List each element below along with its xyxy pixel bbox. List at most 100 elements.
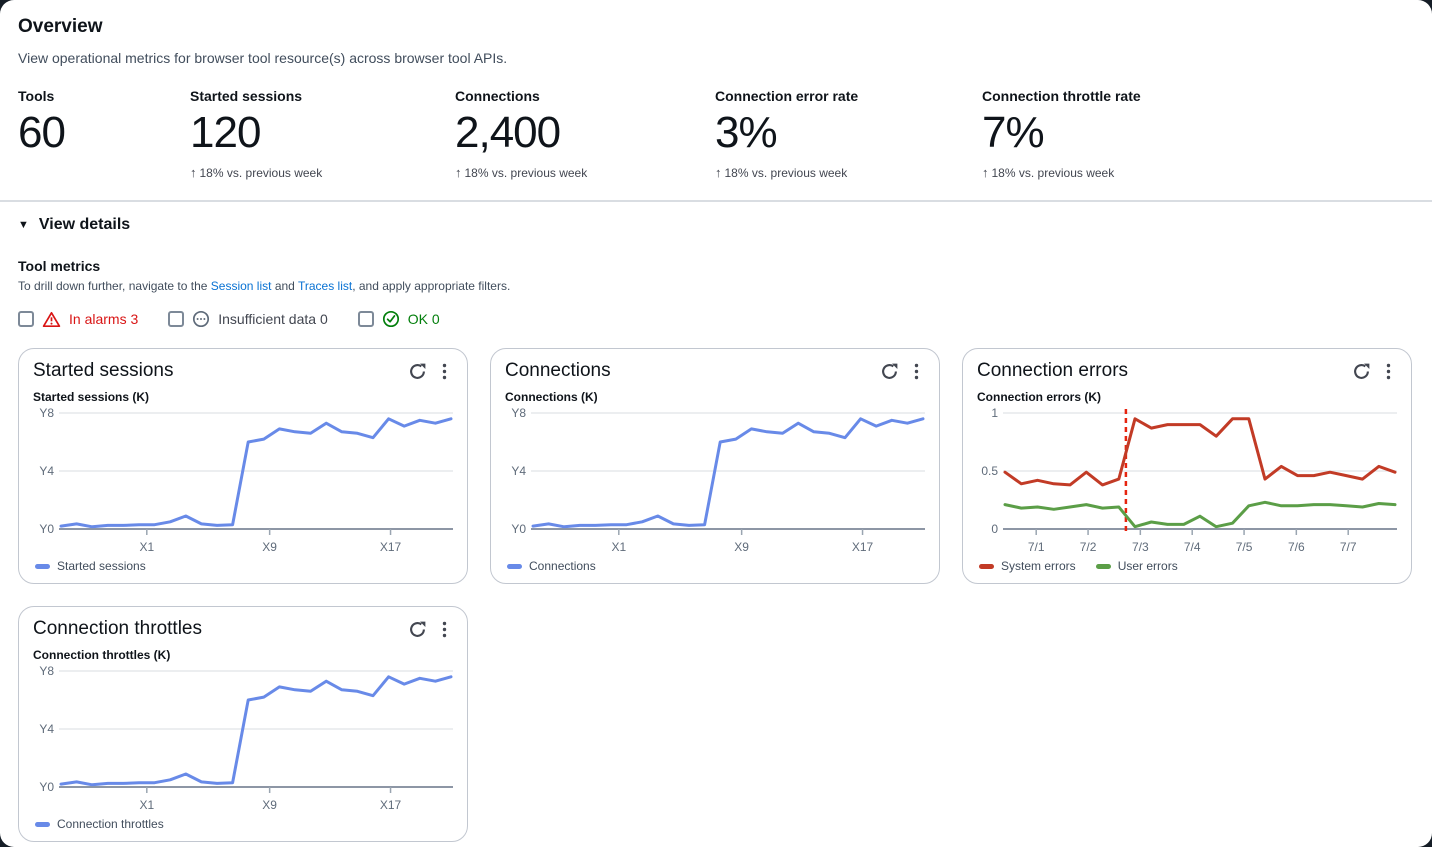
legend-item[interactable]: System errors — [979, 559, 1076, 573]
x-axis-tick-label: X1 — [611, 540, 626, 554]
description-middle: and — [271, 279, 298, 294]
y-axis-tick-label: Y4 — [39, 464, 54, 479]
y-axis: Y8 Y4 Y0 — [33, 664, 59, 815]
legend-item[interactable]: Connection throttles — [35, 817, 164, 831]
kebab-menu-button[interactable] — [1384, 361, 1393, 382]
metric-delta-text: 18% vs. previous week — [464, 165, 588, 180]
legend-item[interactable]: User errors — [1095, 559, 1178, 574]
y-axis-tick-label: Y0 — [511, 522, 526, 537]
y-axis: Y8 Y4 Y0 — [33, 406, 59, 557]
filter-in-alarms[interactable]: In alarms 3 — [18, 311, 138, 328]
kebab-menu-button[interactable] — [912, 361, 921, 382]
y-axis-tick-label: Y4 — [511, 464, 526, 479]
metric-label: Connection throttle rate — [982, 88, 1141, 104]
kebab-icon — [1386, 363, 1391, 379]
refresh-icon — [410, 363, 426, 379]
card-actions — [1351, 361, 1397, 382]
insufficient-data-checkbox[interactable] — [168, 311, 185, 328]
chart-card-connection-errors: Connection errors — [962, 348, 1412, 585]
metric-connections: Connections 2,400 ↑ 18% vs. previous week — [455, 88, 715, 180]
chart-axis-label: Connection errors (K) — [977, 390, 1102, 405]
chart-title: Connections — [505, 360, 611, 382]
in-alarms-checkbox[interactable] — [18, 311, 34, 328]
chart-legend: Started sessions — [33, 559, 453, 573]
refresh-icon — [882, 363, 898, 379]
x-axis-tick-label: X1 — [139, 798, 154, 812]
chart-title: Connection errors — [977, 360, 1129, 382]
y-axis-tick-label: Y8 — [511, 406, 526, 421]
legend-label: Connections — [529, 559, 596, 574]
card-header: Connection errors — [977, 360, 1397, 382]
card-actions — [407, 361, 453, 382]
view-details-toggle[interactable]: ▼ View details — [18, 216, 130, 234]
chart-card-started-sessions: Started sessions — [18, 348, 468, 585]
metric-delta: ↑ 18% vs. previous week — [982, 165, 1414, 180]
alarm-warning-icon — [42, 311, 61, 327]
x-axis-tick-label: 7/4 — [1184, 540, 1201, 554]
section-divider — [0, 200, 1432, 203]
y-axis-tick-label: 1 — [991, 406, 998, 421]
description-prefix: To drill down further, navigate to the — [18, 279, 211, 294]
metric-delta-text: 18% vs. previous week — [991, 165, 1115, 180]
metric-label: Connection error rate — [715, 88, 859, 104]
y-axis-tick-label: Y8 — [39, 664, 54, 679]
series-line — [1003, 417, 1397, 487]
metric-tools: Tools 60 — [18, 88, 190, 180]
refresh-button[interactable] — [407, 361, 428, 382]
series-line — [59, 675, 453, 787]
metric-delta: ↑ 18% vs. previous week — [455, 165, 715, 180]
line-chart-plot: X1 X9 X17 — [59, 412, 453, 554]
metric-label: Started sessions — [190, 88, 303, 104]
metrics-row: Tools 60 Started sessions 120 ↑ 18% vs. p… — [18, 88, 1414, 180]
up-arrow-icon: ↑ — [982, 165, 989, 181]
chart-axis-label: Connection throttles (K) — [33, 648, 171, 663]
plot-area: Y8 Y4 Y0 X1 X9 X17 — [505, 406, 925, 557]
session-list-link[interactable]: Session list — [210, 279, 272, 294]
metric-label: Tools — [18, 88, 55, 104]
legend-swatch — [35, 563, 50, 569]
metric-connection-error-rate: Connection error rate 3% ↑ 18% vs. previo… — [715, 88, 982, 180]
page-description: View operational metrics for browser too… — [18, 50, 508, 66]
metric-value: 2,400 — [455, 108, 561, 157]
ok-label: OK 0 — [407, 311, 440, 328]
metric-delta — [18, 165, 190, 180]
y-axis-tick-label: Y8 — [39, 406, 54, 421]
metric-connection-throttle-rate: Connection throttle rate 7% ↑ 18% vs. pre… — [982, 88, 1414, 180]
metric-delta-text: 18% vs. previous week — [724, 165, 848, 180]
legend-label: User errors — [1117, 559, 1178, 574]
up-arrow-icon: ↑ — [190, 165, 197, 181]
refresh-icon — [410, 621, 426, 637]
y-axis-tick-label: Y0 — [39, 780, 54, 795]
refresh-icon — [1354, 363, 1370, 379]
refresh-button[interactable] — [1351, 361, 1372, 382]
x-axis-tick-label: 7/7 — [1340, 540, 1357, 554]
x-axis-tick-label: 7/3 — [1132, 540, 1149, 554]
line-chart-plot: X1 X9 X17 — [531, 412, 925, 554]
card-header: Started sessions — [33, 360, 453, 382]
card-header: Connections — [505, 360, 925, 382]
chart-card-connections: Connections — [490, 348, 940, 585]
traces-list-link[interactable]: Traces list — [297, 279, 353, 294]
metric-value: 60 — [18, 108, 66, 157]
up-arrow-icon: ↑ — [715, 165, 722, 181]
legend-label: Started sessions — [57, 559, 146, 574]
refresh-button[interactable] — [407, 619, 428, 640]
ok-checkbox[interactable] — [357, 311, 374, 328]
chart-title: Connection throttles — [33, 618, 202, 640]
refresh-button[interactable] — [879, 361, 900, 382]
description-suffix: , and apply appropriate filters. — [352, 279, 511, 294]
x-axis-tick-label: 7/6 — [1288, 540, 1305, 554]
x-axis-tick-label: X17 — [380, 798, 402, 812]
insufficient-data-label: Insufficient data 0 — [218, 311, 328, 328]
legend-item[interactable]: Connections — [507, 559, 596, 573]
legend-item[interactable]: Started sessions — [35, 559, 146, 573]
legend-swatch — [1095, 563, 1111, 569]
filter-ok[interactable]: OK 0 — [357, 310, 440, 328]
legend-swatch — [35, 821, 50, 827]
kebab-menu-button[interactable] — [440, 361, 449, 382]
chevron-down-icon: ▼ — [18, 219, 29, 232]
filter-insufficient-data[interactable]: Insufficient data 0 — [168, 310, 328, 328]
legend-swatch — [507, 563, 522, 569]
kebab-icon — [914, 363, 919, 379]
kebab-menu-button[interactable] — [440, 619, 449, 640]
